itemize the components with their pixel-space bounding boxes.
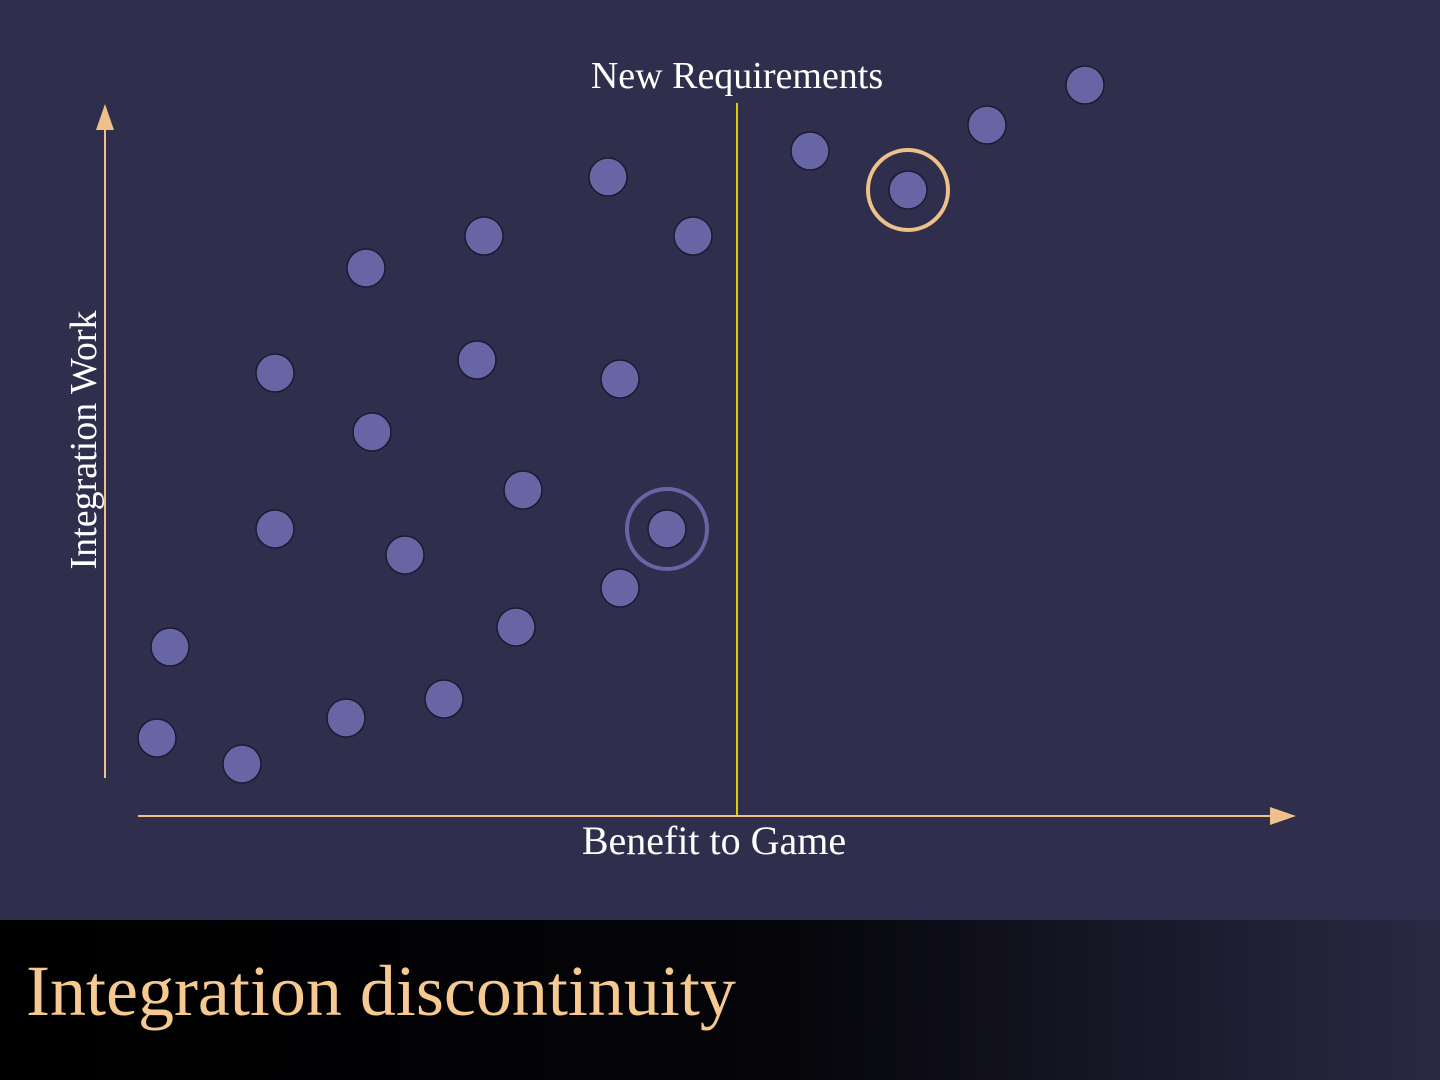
dot	[588, 157, 628, 197]
footer-band	[0, 920, 1440, 1080]
x-axis-arrow	[1270, 807, 1296, 825]
dot	[255, 509, 295, 549]
dot	[647, 509, 687, 549]
dot	[150, 627, 190, 667]
dots	[137, 65, 1105, 784]
dot	[496, 607, 536, 647]
dot	[888, 170, 928, 210]
dot	[673, 216, 713, 256]
dot	[457, 340, 497, 380]
slide-title: Integration discontinuity	[26, 951, 736, 1031]
dot	[967, 105, 1007, 145]
dot	[385, 535, 425, 575]
y-axis-label: Integration Work	[63, 310, 105, 569]
dot	[790, 131, 830, 171]
dot	[424, 679, 464, 719]
threshold-label: New Requirements	[591, 55, 883, 97]
background	[0, 0, 1440, 920]
dot	[1065, 65, 1105, 105]
dot	[600, 359, 640, 399]
dot	[222, 744, 262, 784]
dot	[326, 698, 366, 738]
dot	[503, 470, 543, 510]
dot	[464, 216, 504, 256]
highlight-ring	[625, 487, 709, 571]
dot	[346, 248, 386, 288]
dot	[255, 353, 295, 393]
dot	[600, 568, 640, 608]
dot	[137, 718, 177, 758]
x-axis-label: Benefit to Game	[582, 818, 846, 863]
dot	[352, 412, 392, 452]
y-axis-arrow	[96, 104, 114, 130]
highlight-ring	[866, 148, 950, 232]
